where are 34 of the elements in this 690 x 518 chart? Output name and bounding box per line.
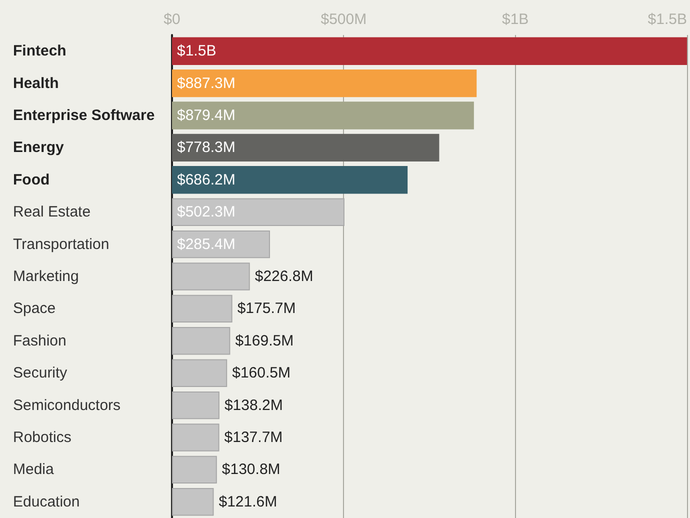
y-tick-label: Security <box>13 364 68 382</box>
y-tick-label: Media <box>13 461 55 478</box>
data-label: $285.4M <box>177 236 236 253</box>
data-label: $778.3M <box>177 139 236 156</box>
y-tick-label: Semiconductors <box>13 396 121 414</box>
x-tick-label: $0 <box>164 11 180 28</box>
data-label: $1.5B <box>177 42 216 60</box>
data-label: $879.4M <box>177 107 236 124</box>
y-tick-label: Health <box>13 74 59 92</box>
x-tick-label: $1.5B <box>648 11 687 28</box>
x-tick-label: $500M <box>320 11 367 28</box>
data-label: $502.3M <box>177 204 236 221</box>
y-tick-label: Energy <box>13 139 65 156</box>
data-label: $887.3M <box>177 74 236 92</box>
y-tick-label: Space <box>13 300 56 318</box>
y-tick-label: Enterprise Software <box>13 107 155 124</box>
y-tick-label: Food <box>13 171 50 188</box>
data-label: $138.2M <box>224 396 283 414</box>
x-tick-label: $1B <box>502 11 529 28</box>
y-tick-label: Fashion <box>13 332 66 350</box>
data-label: $160.5M <box>232 364 290 382</box>
y-tick-label: Education <box>13 493 80 510</box>
data-label: $137.7M <box>224 429 283 446</box>
y-tick-label: Real Estate <box>13 204 91 221</box>
y-tick-label: Robotics <box>13 429 72 446</box>
data-label: $175.7M <box>237 300 296 318</box>
y-tick-label: Fintech <box>13 42 66 60</box>
y-tick-label: Marketing <box>13 268 79 285</box>
data-label: $686.2M <box>177 171 236 188</box>
y-tick-label: Transportation <box>13 236 110 253</box>
data-label: $130.8M <box>222 461 280 478</box>
data-label: $226.8M <box>254 268 314 285</box>
data-label: $121.6M <box>218 493 278 510</box>
data-label: $169.5M <box>235 332 294 350</box>
